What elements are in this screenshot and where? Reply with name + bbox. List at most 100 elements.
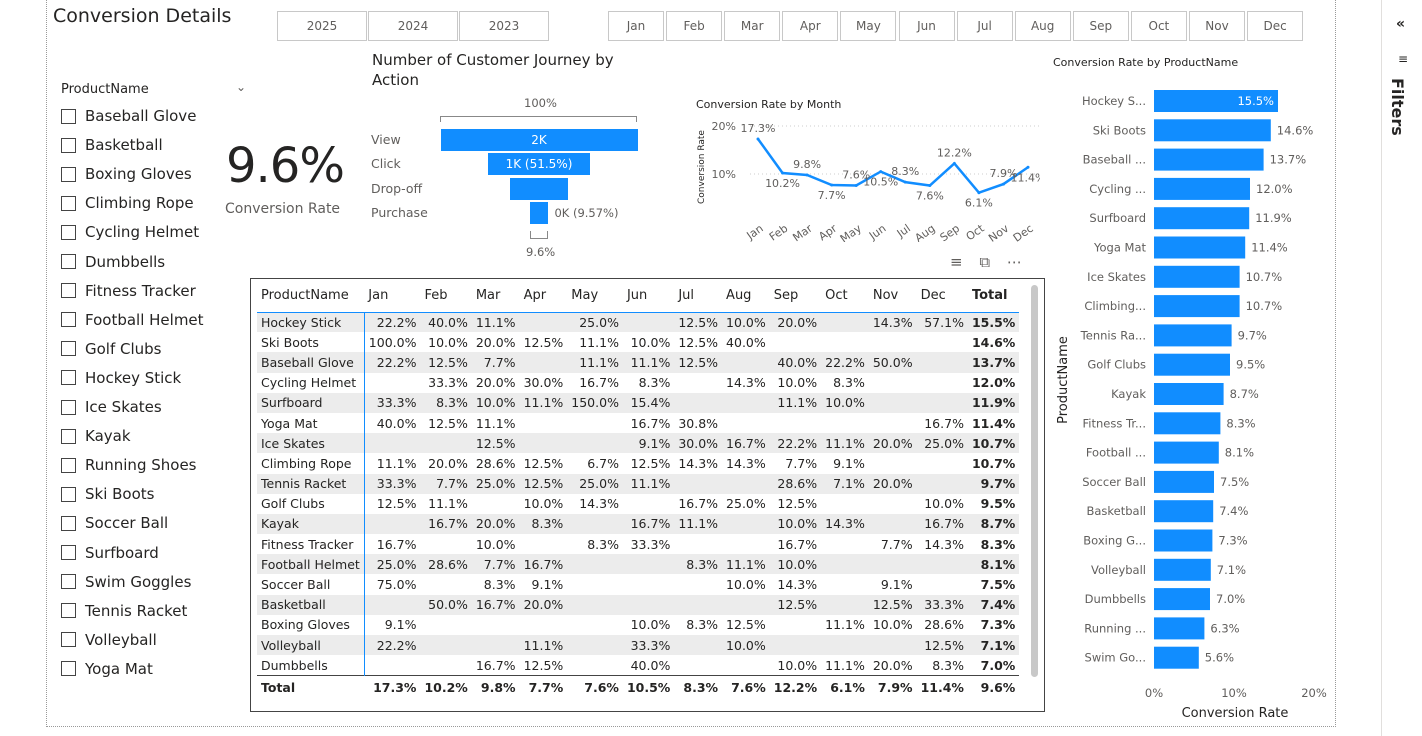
more-options-icon[interactable]: ⋯ [1006,253,1022,271]
bar[interactable] [1154,470,1214,493]
checkbox[interactable] [61,254,76,269]
matrix-table[interactable]: ProductName Jan Feb Mar Apr May Jun Jul Aug Sep Oc… [250,278,1045,712]
month-button-aug[interactable]: Aug [1014,11,1071,41]
bar[interactable] [1154,441,1219,464]
funnel-bar[interactable]: 2K [440,129,638,151]
slicer-item[interactable]: Climbing Rope [61,192,194,214]
table-row[interactable]: Volleyball 22.2% 11.1% 33.3% 10.0% 12.5% 7.1% [257,635,1020,656]
table-row[interactable]: Kayak 16.7% 20.0% 8.3% 16.7% 11.1% 10.0% 14.3% 1… [257,513,1020,535]
checkbox[interactable] [61,312,76,328]
line-chart[interactable]: 20% 10% Conversion Rate 17.3% Jan 10.2% Feb 9.8… [690,112,1040,242]
year-button-2025[interactable]: 2025 [277,11,367,41]
month-button-mar[interactable]: Mar [724,11,781,41]
slicer-item[interactable]: Ice Skates [61,396,162,418]
column-header[interactable]: Mar [471,279,520,313]
checkbox[interactable] [61,574,76,590]
table-row[interactable]: Yoga Mat 40.0% 12.5% 11.1% 16.7% 30.8% 16.7% 11… [257,412,1019,434]
column-header[interactable]: Sep [769,279,822,313]
table-row[interactable]: Boxing Gloves 9.1% 10.0% 8.3% 12.5% 11.1% 10.0… [257,614,1019,635]
table-row[interactable]: Climbing Rope 11.1% 20.0% 28.6% 12.5% 6.7% 12.… [257,453,1019,474]
chevron-down-icon[interactable]: ⌄ [236,80,247,94]
data-point[interactable] [854,184,858,188]
filter-icon[interactable]: ≡ [950,253,963,271]
checkbox[interactable] [61,545,76,560]
bar[interactable] [1154,529,1213,552]
checkbox[interactable] [61,661,76,677]
column-header[interactable]: Aug [722,279,770,313]
column-header[interactable]: Jan [364,279,421,313]
focus-mode-icon[interactable]: ⧉ [979,253,991,271]
slicer-item[interactable]: Boxing Gloves [61,163,192,185]
table-row[interactable]: Football Helmet 25.0% 28.6% 7.7% 16.7% 8.3% 11… [257,554,1020,575]
table-row[interactable]: Hockey Stick 22.2% 40.0% 11.1% 25.0% 12.5% 10.… [257,312,1020,333]
year-button-2024[interactable]: 2024 [368,11,458,41]
bar[interactable] [1154,558,1211,581]
slicer-item[interactable]: Hockey Stick [61,367,181,389]
checkbox[interactable] [61,399,76,415]
column-header[interactable]: Dec [916,279,968,313]
table-row[interactable]: Cycling Helmet 33.3% 20.0% 30.0% 16.7% 8.3% 14… [257,372,1019,393]
slicer-item[interactable]: Swim Goggles [61,571,191,593]
table-row[interactable]: Soccer Ball 75.0% 8.3% 9.1% 10.0% 14.3% 9.1% 7.… [257,574,1019,595]
bar[interactable] [1154,119,1271,142]
table-row[interactable]: Baseball Glove 22.2% 12.5% 7.7% 11.1% 11.1% 12… [257,352,1020,373]
data-point[interactable] [952,161,956,165]
data-point[interactable] [879,170,883,174]
data-point[interactable] [756,137,760,141]
checkbox[interactable] [61,341,76,357]
slicer-item[interactable]: Soccer Ball [61,512,168,534]
bar[interactable] [1154,383,1224,405]
checkbox[interactable] [61,370,76,386]
checkbox[interactable] [61,632,76,648]
column-header[interactable]: Total [967,279,1020,313]
slicer-item[interactable]: Surfboard [61,542,159,564]
month-button-apr[interactable]: Apr [782,11,839,41]
year-button-2023[interactable]: 2023 [459,11,549,41]
data-point[interactable] [903,180,907,184]
bar[interactable] [1154,236,1246,259]
slicer-item[interactable]: Baseball Glove [61,105,196,127]
column-header[interactable]: ProductName [257,279,365,313]
month-button-sep[interactable]: Sep [1072,11,1129,41]
collapse-icon[interactable]: « [1396,16,1406,32]
data-point[interactable] [805,173,809,177]
slicer-item[interactable]: Dumbbells [61,251,165,273]
slicer-item[interactable]: Fitness Tracker [61,280,196,302]
slicer-item[interactable]: Football Helmet [61,309,204,331]
column-header[interactable]: May [567,279,623,313]
month-button-jun[interactable]: Jun [898,11,955,41]
month-button-feb[interactable]: Feb [666,11,723,41]
column-header[interactable]: Jul [674,279,723,313]
column-header[interactable]: Feb [420,279,472,313]
data-point[interactable] [781,171,785,175]
bar[interactable] [1154,617,1205,640]
checkbox[interactable] [61,283,76,299]
table-row[interactable]: Basketball 50.0% 16.7% 20.0% 12.5% 12.5% 33.3%… [257,594,1020,615]
column-header[interactable]: Jun [622,279,675,313]
slicer-item[interactable]: Golf Clubs [61,338,162,360]
checkbox[interactable] [61,166,76,182]
series-line[interactable] [756,138,1029,195]
slicer-item[interactable]: Running Shoes [61,454,196,476]
month-button-dec[interactable]: Dec [1247,11,1304,41]
checkbox[interactable] [61,108,76,124]
bar[interactable] [1154,177,1250,200]
checkbox[interactable] [61,515,76,531]
funnel-bar[interactable]: 1K (51.5%) [488,153,590,175]
checkbox[interactable] [61,137,76,153]
month-button-oct[interactable]: Oct [1130,11,1187,41]
slicer-item[interactable]: Volleyball [61,629,157,651]
bar[interactable] [1154,265,1240,288]
slicer-item[interactable]: Cycling Helmet [61,221,199,243]
month-button-nov[interactable]: Nov [1189,11,1245,41]
bar[interactable] [1154,412,1221,435]
table-row[interactable]: Golf Clubs 12.5% 11.1% 10.0% 14.3% 16.7% 25.0%… [257,493,1019,514]
funnel-bar[interactable] [510,178,568,200]
table-row[interactable]: Fitness Tracker 16.7% 10.0% 8.3% 33.3% 16.7% 7… [257,534,1019,555]
column-header[interactable]: Oct [821,279,869,313]
data-point[interactable] [928,184,932,188]
checkbox[interactable] [61,603,76,619]
table-row[interactable]: Ski Boots 100.0% 10.0% 20.0% 12.5% 11.1% 10.0%… [257,332,1019,353]
slicer-item[interactable]: Ski Boots [61,483,155,505]
bar[interactable] [1154,90,1278,112]
